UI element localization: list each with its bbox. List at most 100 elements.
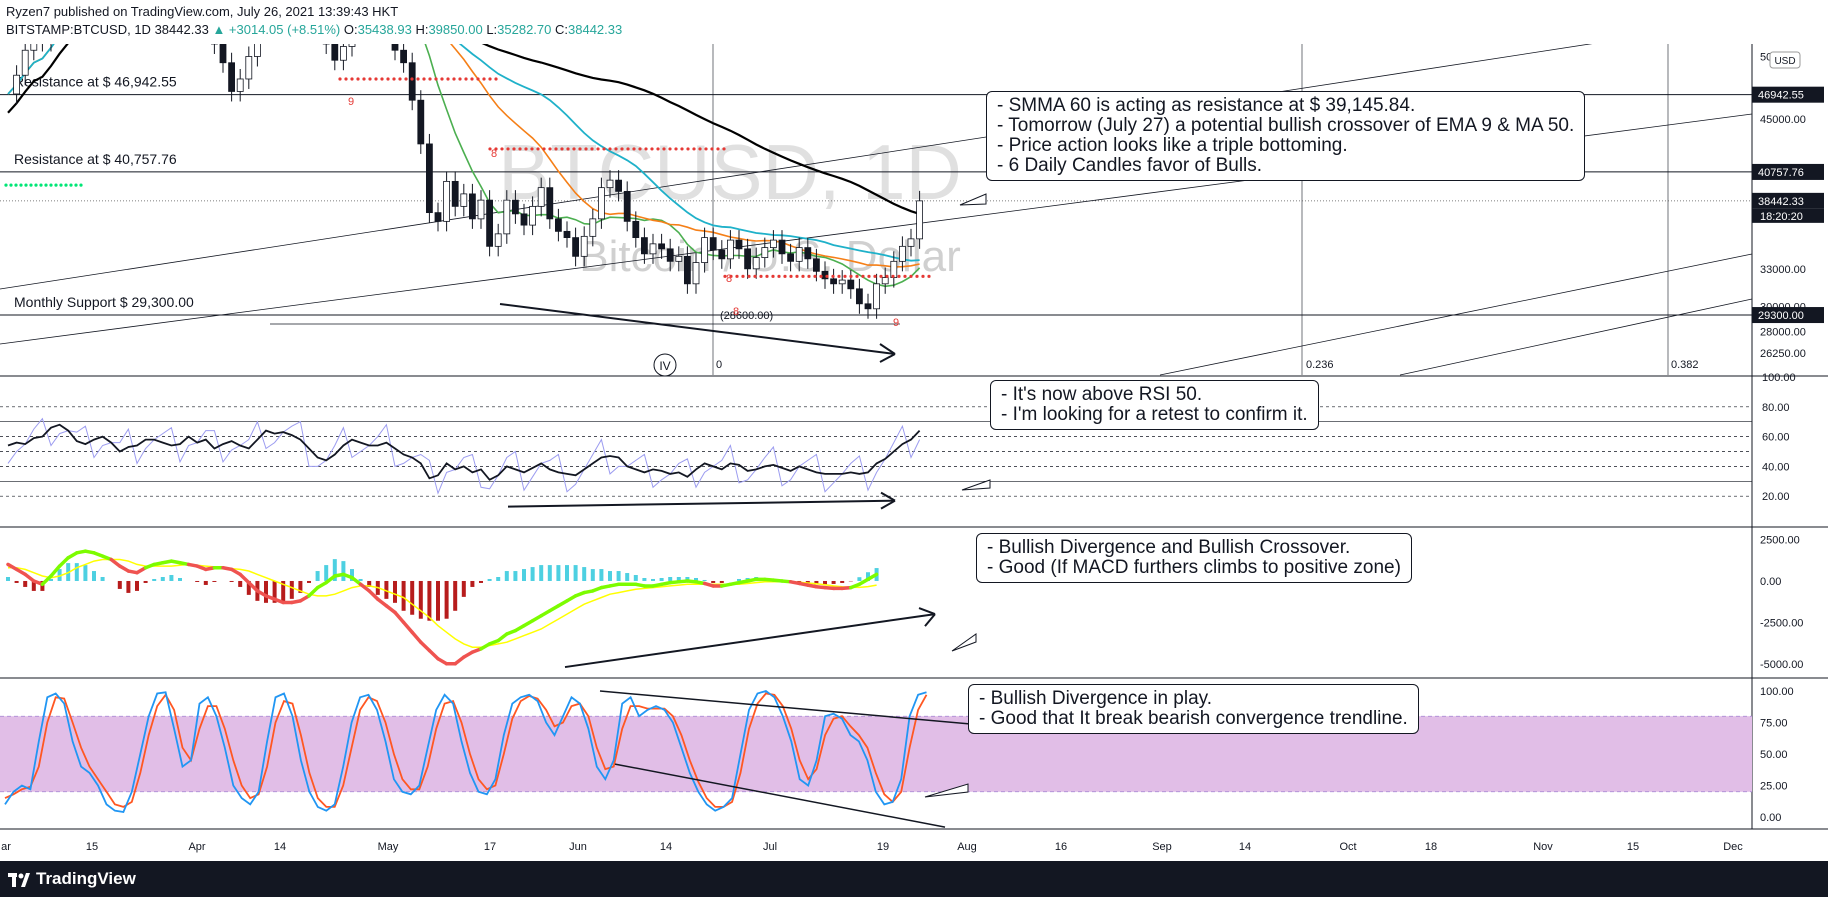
green-level-dot [64, 183, 68, 187]
symbol-ohlc-line: BITSTAMP:BTCUSD, 1D 38442.33 ▲ +3014.05 … [6, 22, 622, 37]
td-level-dot [650, 147, 654, 151]
td-level-dot [500, 147, 504, 151]
macd-line-segment [866, 572, 879, 582]
candle-body [615, 179, 622, 192]
price-divergence-arrowhead [879, 343, 896, 363]
low-value: 35282.70 [497, 22, 552, 37]
time-axis-label: Apr [188, 841, 205, 853]
macd-histogram-bar [668, 577, 673, 581]
macd-histogram-bar [711, 580, 716, 583]
macd-line-segment [109, 557, 122, 568]
candle-body [563, 230, 571, 239]
macd-histogram-bar [49, 578, 53, 581]
stoch-d-line [4, 692, 928, 808]
price-note-pointer [959, 193, 987, 206]
td-level-dot [692, 147, 696, 151]
candle-body [856, 288, 863, 305]
td-level-dot [801, 274, 805, 278]
candle-body [555, 218, 562, 232]
candle-body [598, 187, 605, 220]
last-price-badge: 38442.33 [1758, 196, 1804, 208]
macd-line-segment [367, 589, 380, 601]
candle-body [391, 44, 399, 51]
td-level-dot [722, 147, 726, 151]
stoch-band [0, 716, 1752, 792]
macd-histogram-bar [590, 569, 595, 581]
macd-histogram-bar [530, 567, 535, 581]
stoch-k-line [4, 690, 927, 813]
time-axis-label: Oct [1339, 841, 1356, 853]
macd-tick: -2500.00 [1760, 617, 1803, 629]
td-level-dot [849, 274, 853, 278]
macd-histogram-bar [83, 565, 88, 581]
macd-histogram-bar [117, 580, 122, 589]
candle-body [486, 199, 494, 247]
macd-line-segment [496, 632, 509, 643]
hline-badge: 46942.55 [1758, 90, 1804, 102]
candle-body [873, 283, 880, 310]
candle-body [881, 277, 889, 285]
open-value: 35438.93 [357, 22, 412, 37]
candle-body [718, 249, 726, 260]
td-level-dot [428, 77, 432, 81]
macd-histogram-bar [659, 577, 664, 581]
green-level-dot [14, 183, 18, 187]
fib-label-236: 0.236 [1306, 359, 1334, 371]
candle-body [580, 235, 588, 257]
macd-histogram-bar [367, 580, 372, 587]
candle-body [606, 179, 614, 189]
td-level-dot [398, 77, 402, 81]
time-axis-label: Jun [569, 841, 587, 853]
green-level-dot [69, 183, 73, 187]
candle-body [641, 237, 648, 255]
hline-badge: 40757.76 [1758, 167, 1804, 179]
td-level-dot [819, 274, 823, 278]
td-level-dot [548, 147, 552, 151]
candle-body [658, 243, 665, 250]
macd-line-segment [40, 574, 53, 587]
price-note-line-1: - SMMA 60 is acting as resistance at $ 3… [997, 95, 1416, 116]
macd-histogram-bar [57, 569, 62, 581]
rsi-fast-line [7, 417, 921, 495]
time-axis-label: ar [1, 841, 11, 853]
td-level-dot [710, 147, 714, 151]
td-level-dot [374, 77, 378, 81]
time-axis-label: 14 [274, 841, 286, 853]
candle-body [813, 258, 820, 272]
macd-histogram-bar [195, 580, 200, 582]
td-level-dot [813, 274, 817, 278]
td-level-dot [765, 274, 769, 278]
macd-histogram-bar [427, 580, 432, 621]
macd-note-pointer [951, 633, 977, 652]
td-level-dot [897, 274, 901, 278]
candle-body [727, 239, 734, 260]
candle-body [770, 239, 777, 248]
candle-body [778, 239, 786, 255]
rsi-note-line-1: - It's now above RSI 50. [1001, 384, 1203, 405]
time-axis-label: Sep [1152, 841, 1172, 853]
td-level-dot [668, 147, 672, 151]
td-count-label: 9 [348, 96, 354, 108]
price-scale-bg [1752, 44, 1828, 861]
td-level-dot [674, 147, 678, 151]
td-level-dot [506, 147, 510, 151]
time-axis-label: 14 [660, 841, 672, 853]
candle-body [589, 218, 597, 237]
macd-histogram-bar [504, 571, 509, 581]
td-level-dot [716, 147, 720, 151]
macd-histogram-bar [719, 580, 724, 583]
candle-body [864, 303, 872, 310]
td-level-dot [440, 77, 444, 81]
stoch-tick: 50.00 [1760, 749, 1788, 761]
td-level-dot [771, 274, 775, 278]
macd-histogram-bar [212, 580, 217, 582]
rsi-note-pointer [961, 479, 991, 491]
time-axis-label: 18 [1425, 841, 1437, 853]
stoch-note-line-1: - Bullish Divergence in play. [979, 688, 1213, 709]
td-level-dot [837, 274, 841, 278]
time-axis-label: Aug [957, 841, 977, 853]
tradingview-logo[interactable]: TradingView [8, 869, 136, 889]
channel-line [0, 44, 1593, 290]
td-level-dot [554, 147, 558, 151]
